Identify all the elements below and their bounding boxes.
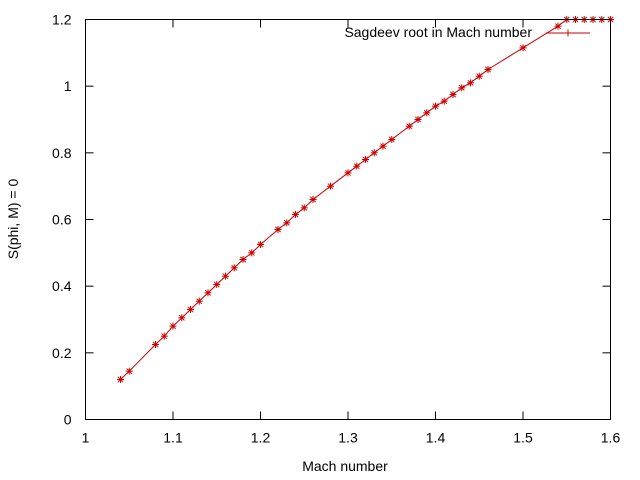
y-tick-label: 0.2 (52, 345, 72, 361)
data-point (213, 281, 221, 288)
y-axis-label: S(phi, M) = 0 (5, 179, 21, 260)
data-point (309, 196, 317, 203)
data-point (300, 204, 308, 212)
y-tick-label: 0 (64, 412, 72, 428)
data-point (353, 162, 361, 170)
data-point (169, 322, 177, 330)
data-point (204, 289, 212, 297)
legend-marker (564, 29, 572, 37)
x-tick-label: 1.1 (163, 430, 183, 446)
x-tick-label: 1.2 (251, 430, 271, 446)
y-tick-label: 1 (64, 78, 72, 94)
y-tick-label: 0.6 (52, 212, 72, 228)
data-point (187, 306, 194, 313)
x-tick-label: 1.6 (601, 430, 621, 446)
data-point (484, 66, 492, 73)
data-point (160, 332, 168, 340)
data-point (178, 314, 186, 322)
data-point (458, 84, 466, 92)
data-point (414, 116, 422, 123)
data-point (292, 211, 299, 218)
data-point (388, 136, 396, 143)
data-point (379, 142, 387, 150)
data-point (239, 256, 247, 263)
x-tick-label: 1.3 (338, 430, 358, 446)
data-point (222, 272, 229, 280)
x-axis-label: Mach number (302, 458, 388, 474)
data-point (152, 341, 159, 348)
plot-frame (85, 19, 611, 420)
series-line (120, 19, 611, 380)
data-point (440, 97, 448, 105)
data-point (257, 241, 264, 248)
tick-labels: 1 1.1 1.2 1.3 1.4 1.5 1.6 0 0.2 0.4 0.6 0.8 1 1.2 (52, 12, 620, 446)
data-point (449, 91, 457, 98)
data-point (405, 122, 413, 130)
tick-marks (85, 19, 611, 420)
data-point (370, 149, 378, 157)
y-tick-label: 0.4 (52, 278, 72, 294)
data-point (117, 376, 124, 383)
data-point (554, 22, 562, 30)
data-point (230, 264, 238, 272)
data-point (248, 249, 256, 257)
data-point (344, 169, 352, 177)
legend-label: Sagdeev root in Mach number (344, 24, 532, 40)
x-tick-label: 1.4 (426, 430, 446, 446)
data-point (475, 72, 483, 80)
data-point (423, 109, 431, 117)
y-tick-label: 1.2 (52, 12, 72, 28)
data-point (274, 226, 282, 233)
data-point (283, 219, 291, 227)
data-point (467, 79, 474, 87)
data-point (327, 182, 334, 190)
data-point (519, 44, 527, 52)
data-point (432, 102, 439, 110)
legend: Sagdeev root in Mach number (344, 24, 590, 40)
data-point (195, 297, 203, 305)
data-point (125, 367, 133, 375)
x-tick-label: 1.5 (513, 430, 533, 446)
series-layer (117, 16, 614, 383)
y-tick-label: 0.8 (52, 145, 72, 161)
x-tick-label: 1 (82, 430, 90, 446)
data-point (362, 156, 369, 163)
